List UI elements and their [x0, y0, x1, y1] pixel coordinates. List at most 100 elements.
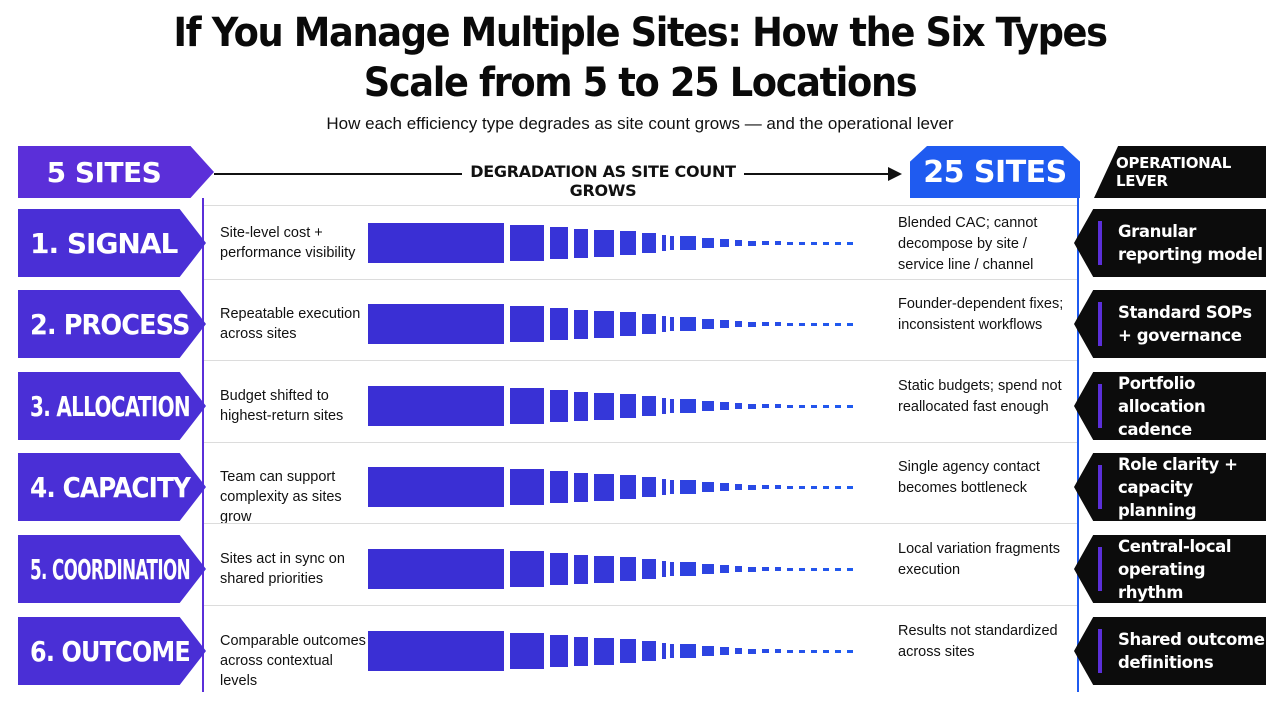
degradation-bar-segment	[662, 561, 666, 577]
degradation-bar-segment	[662, 398, 666, 414]
row-five-site-state: Sites act in sync on shared priorities	[220, 551, 345, 587]
degradation-bar-segment	[787, 322, 793, 326]
degradation-bar-segment	[574, 636, 588, 666]
degradation-bar-segment	[799, 241, 805, 245]
degradation-bars	[368, 209, 868, 277]
degradation-bar-segment	[835, 404, 841, 408]
degradation-bar-segment	[368, 549, 504, 589]
degradation-arrow: DEGRADATION AS SITE COUNT GROWS	[214, 160, 904, 200]
degradation-bar-segment	[787, 241, 793, 245]
degradation-bar-segment	[510, 388, 544, 424]
degradation-bar-segment	[620, 557, 636, 581]
degradation-bar-segment	[787, 567, 793, 571]
title-line-1: If You Manage Multiple Sites: How the Si…	[173, 10, 1108, 56]
degradation-bar-segment	[835, 241, 841, 245]
row-divider	[204, 279, 1077, 280]
row-type-label: 4. CAPACITY	[18, 453, 206, 521]
degradation-bar-segment	[811, 322, 817, 326]
degradation-bar-segment	[620, 231, 636, 255]
degradation-bar-segment	[835, 567, 841, 571]
row-twenty-five-site-state: Static budgets; spend not reallocated fa…	[898, 378, 1062, 415]
row-five-site-state: Site-level cost + performance visibility	[220, 225, 356, 261]
row-operational-lever: Shared outcome definitions	[1074, 617, 1266, 685]
degradation-bar-segment	[574, 554, 588, 584]
degradation-bar-segment	[594, 229, 614, 257]
row-divider	[204, 442, 1077, 443]
row-five-site-state: Budget shifted to highest-return sites	[220, 388, 344, 424]
degradation-bars	[368, 617, 868, 685]
degradation-bar-segment	[550, 553, 568, 585]
degradation-bar-segment	[720, 483, 729, 491]
row-type-label: 5. COORDINATION	[18, 535, 206, 603]
degradation-bar-segment	[594, 637, 614, 665]
degradation-bar-segment	[670, 480, 674, 494]
table-row: 4. CAPACITY Team can support complexity a…	[0, 453, 1280, 525]
degradation-bar-segment	[368, 467, 504, 507]
degradation-bar-segment	[620, 475, 636, 499]
row-twenty-five-site-state: Blended CAC; cannot decompose by site / …	[898, 215, 1038, 273]
degradation-bar-segment	[510, 551, 544, 587]
degradation-bar-segment	[670, 399, 674, 413]
degradation-bar-segment	[762, 241, 769, 245]
degradation-bar-segment	[735, 484, 742, 490]
degradation-bar-segment	[642, 314, 656, 334]
header-5-sites: 5 SITES	[18, 146, 214, 198]
degradation-bar-segment	[762, 567, 769, 571]
degradation-bar-segment	[762, 322, 769, 326]
degradation-bar-segment	[702, 482, 714, 492]
degradation-bar-segment	[847, 322, 853, 326]
degradation-bar-segment	[735, 403, 742, 409]
degradation-bar-segment	[735, 566, 742, 572]
degradation-bar-segment	[510, 225, 544, 261]
degradation-bar-segment	[775, 567, 781, 571]
degradation-bar-segment	[680, 317, 696, 331]
degradation-bar-segment	[799, 322, 805, 326]
degradation-bar-segment	[720, 320, 729, 328]
degradation-bar-segment	[748, 240, 756, 246]
degradation-bar-segment	[510, 306, 544, 342]
degradation-bar-segment	[748, 403, 756, 409]
row-twenty-five-site-state: Founder-dependent fixes; inconsistent wo…	[898, 296, 1064, 333]
degradation-bar-segment	[787, 649, 793, 653]
degradation-bar-segment	[735, 648, 742, 654]
degradation-bar-segment	[368, 386, 504, 426]
degradation-bar-segment	[510, 469, 544, 505]
degradation-bar-segment	[702, 319, 714, 329]
degradation-bar-segment	[550, 471, 568, 503]
degradation-bar-segment	[594, 473, 614, 501]
degradation-bar-segment	[574, 472, 588, 502]
degradation-bar-segment	[762, 485, 769, 489]
degradation-bar-segment	[670, 236, 674, 250]
degradation-bar-segment	[823, 322, 829, 326]
degradation-bar-segment	[811, 567, 817, 571]
degradation-bar-segment	[775, 404, 781, 408]
table-row: 1. SIGNAL Site-level cost + performance v…	[0, 209, 1280, 279]
degradation-bar-segment	[835, 322, 841, 326]
row-type-label-text: 2. PROCESS	[30, 307, 190, 341]
left-guide-line	[202, 198, 204, 692]
header-25-sites: 25 SITES	[910, 146, 1080, 198]
degradation-bar-segment	[662, 643, 666, 659]
arrow-line-left	[214, 173, 462, 175]
degradation-bar-segment	[799, 485, 805, 489]
row-twenty-five-site-state: Results not standardized across sites	[898, 623, 1058, 660]
degradation-bar-segment	[811, 485, 817, 489]
table-row: 5. COORDINATION Sites act in sync on shar…	[0, 535, 1280, 605]
degradation-bar-segment	[368, 631, 504, 671]
degradation-bar-segment	[594, 310, 614, 338]
degradation-bar-segment	[762, 404, 769, 408]
table-row: 3. ALLOCATION Budget shifted to highest-r…	[0, 372, 1280, 442]
degradation-bar-segment	[574, 228, 588, 258]
degradation-bar-segment	[594, 555, 614, 583]
degradation-bar-segment	[823, 404, 829, 408]
row-type-label-text: 3. ALLOCATION	[30, 389, 191, 423]
degradation-bar-segment	[762, 649, 769, 653]
degradation-bar-segment	[847, 404, 853, 408]
title-line-2: Scale from 5 to 25 Locations	[363, 60, 918, 106]
table-row: 6. OUTCOME Comparable outcomes across con…	[0, 617, 1280, 689]
degradation-bar-segment	[670, 317, 674, 331]
degradation-bar-segment	[642, 233, 656, 253]
row-operational-lever: Portfolio allocation cadence	[1074, 372, 1266, 440]
degradation-bar-segment	[642, 396, 656, 416]
degradation-bar-segment	[702, 564, 714, 574]
